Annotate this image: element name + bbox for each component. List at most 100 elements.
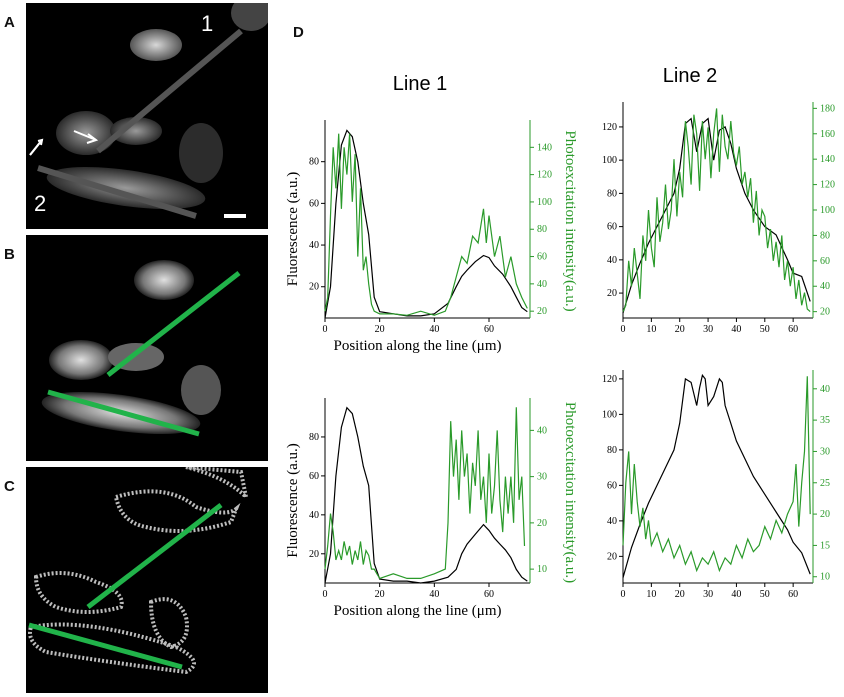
y-tick-label: 40 <box>607 255 617 266</box>
x-tick-label: 50 <box>760 324 770 335</box>
panel-label-d: D <box>293 24 304 41</box>
y2-tick-label: 30 <box>820 446 830 457</box>
y-tick-label: 40 <box>309 240 319 251</box>
y-tick-label: 80 <box>309 157 319 168</box>
y2-axis-label: Photoexcitation intensity(a.u.) <box>562 402 578 583</box>
chart-title: Line 2 <box>663 65 718 87</box>
y-tick-label: 80 <box>309 432 319 443</box>
micrograph-c <box>26 467 268 693</box>
y-tick-label: 40 <box>607 516 617 527</box>
x-tick-label: 30 <box>703 324 713 335</box>
y-tick-label: 20 <box>309 549 319 560</box>
y2-tick-label: 20 <box>820 509 830 520</box>
line-1 <box>106 271 241 377</box>
scale-bar <box>224 214 246 218</box>
y-tick-label: 40 <box>309 510 319 521</box>
series-line-black <box>622 117 811 314</box>
panel-label-a: A <box>4 14 15 31</box>
y2-tick-label: 15 <box>820 540 830 551</box>
series-line-green <box>622 376 811 573</box>
chart-bottom-left: 0 20 40 60 20 40 60 80 10 20 30 40 Position along th… <box>285 398 578 619</box>
cell-outline <box>148 597 189 650</box>
y2-tick-label: 160 <box>820 129 835 140</box>
arrow-icon <box>73 130 99 144</box>
cell-outline <box>185 467 250 504</box>
series-line-black <box>324 129 528 319</box>
panel-label-b: B <box>4 246 15 263</box>
y-tick-label: 60 <box>607 222 617 233</box>
y-axis-label: Fluorescence (a.u.) <box>285 172 301 287</box>
x-tick-label: 40 <box>731 324 741 335</box>
x-tick-label: 20 <box>375 324 385 335</box>
y-tick-label: 20 <box>309 282 319 293</box>
line-1 <box>86 503 223 609</box>
cell-outline <box>33 571 124 614</box>
series-line-black <box>324 406 528 584</box>
y-tick-label: 80 <box>607 188 617 199</box>
x-tick-label: 60 <box>788 589 798 600</box>
y-tick-label: 80 <box>607 445 617 456</box>
y2-tick-label: 120 <box>820 180 835 191</box>
micrograph-c-svg <box>28 467 250 675</box>
cell-nucleus <box>134 260 194 300</box>
x-tick-label: 40 <box>429 589 439 600</box>
y2-tick-label: 30 <box>537 472 547 483</box>
x-tick-label: 20 <box>675 324 685 335</box>
y2-tick-label: 20 <box>537 518 547 529</box>
chart-top-right: 0 10 20 30 40 50 60 20 40 60 80 100 120 20 40 60 80 100 12… <box>602 65 835 335</box>
cell <box>110 117 162 145</box>
y2-tick-label: 140 <box>537 142 552 153</box>
cell-nucleus <box>130 29 182 61</box>
cell <box>179 123 223 183</box>
x-tick-label: 20 <box>375 589 385 600</box>
y2-tick-label: 80 <box>820 230 830 241</box>
x-tick-label: 50 <box>760 589 770 600</box>
series-line-black <box>622 373 811 578</box>
x-tick-label: 60 <box>788 324 798 335</box>
chart-title: Line 1 <box>393 73 448 95</box>
chart-top-left: 0 20 40 60 20 40 60 80 20 40 60 80 100 120 140 Line 1 Po… <box>285 73 578 354</box>
y-tick-label: 20 <box>607 288 617 299</box>
y2-tick-label: 100 <box>537 197 552 208</box>
x-tick-label: 30 <box>703 589 713 600</box>
y-tick-label: 60 <box>607 480 617 491</box>
series-line-green <box>622 108 811 313</box>
x-axis-label: Position along the line (μm) <box>333 338 501 354</box>
arrow-icon <box>29 138 44 156</box>
cell <box>46 166 206 210</box>
y2-tick-label: 60 <box>820 256 830 267</box>
line-1-label: 1 <box>201 11 213 36</box>
x-tick-label: 0 <box>323 589 328 600</box>
y2-tick-label: 140 <box>820 154 835 165</box>
cell <box>49 340 113 380</box>
line-2 <box>37 165 197 219</box>
y-axis-label: Fluorescence (a.u.) <box>285 443 301 558</box>
x-tick-label: 60 <box>484 324 494 335</box>
x-tick-label: 10 <box>646 324 656 335</box>
y-tick-label: 120 <box>602 122 617 133</box>
line-1 <box>96 28 243 154</box>
y2-tick-label: 80 <box>537 224 547 235</box>
y2-tick-label: 25 <box>820 478 830 489</box>
x-tick-label: 60 <box>484 589 494 600</box>
y-tick-label: 100 <box>602 155 617 166</box>
x-axis-label: Position along the line (μm) <box>333 603 501 619</box>
cell <box>181 365 221 415</box>
panel-label-c: C <box>4 478 15 495</box>
cell-outline <box>28 622 196 675</box>
x-tick-label: 0 <box>621 324 626 335</box>
micrograph-a-svg: 1 2 <box>29 3 268 219</box>
x-tick-label: 20 <box>675 589 685 600</box>
x-tick-label: 40 <box>731 589 741 600</box>
micrograph-b-svg <box>41 260 241 437</box>
x-tick-label: 10 <box>646 589 656 600</box>
cell <box>56 111 116 155</box>
x-tick-label: 0 <box>323 324 328 335</box>
series-line-green <box>324 133 528 316</box>
y-tick-label: 60 <box>309 198 319 209</box>
y2-tick-label: 35 <box>820 415 830 426</box>
series-line-green <box>324 407 526 580</box>
y2-tick-label: 40 <box>537 425 547 436</box>
y2-tick-label: 60 <box>537 252 547 263</box>
